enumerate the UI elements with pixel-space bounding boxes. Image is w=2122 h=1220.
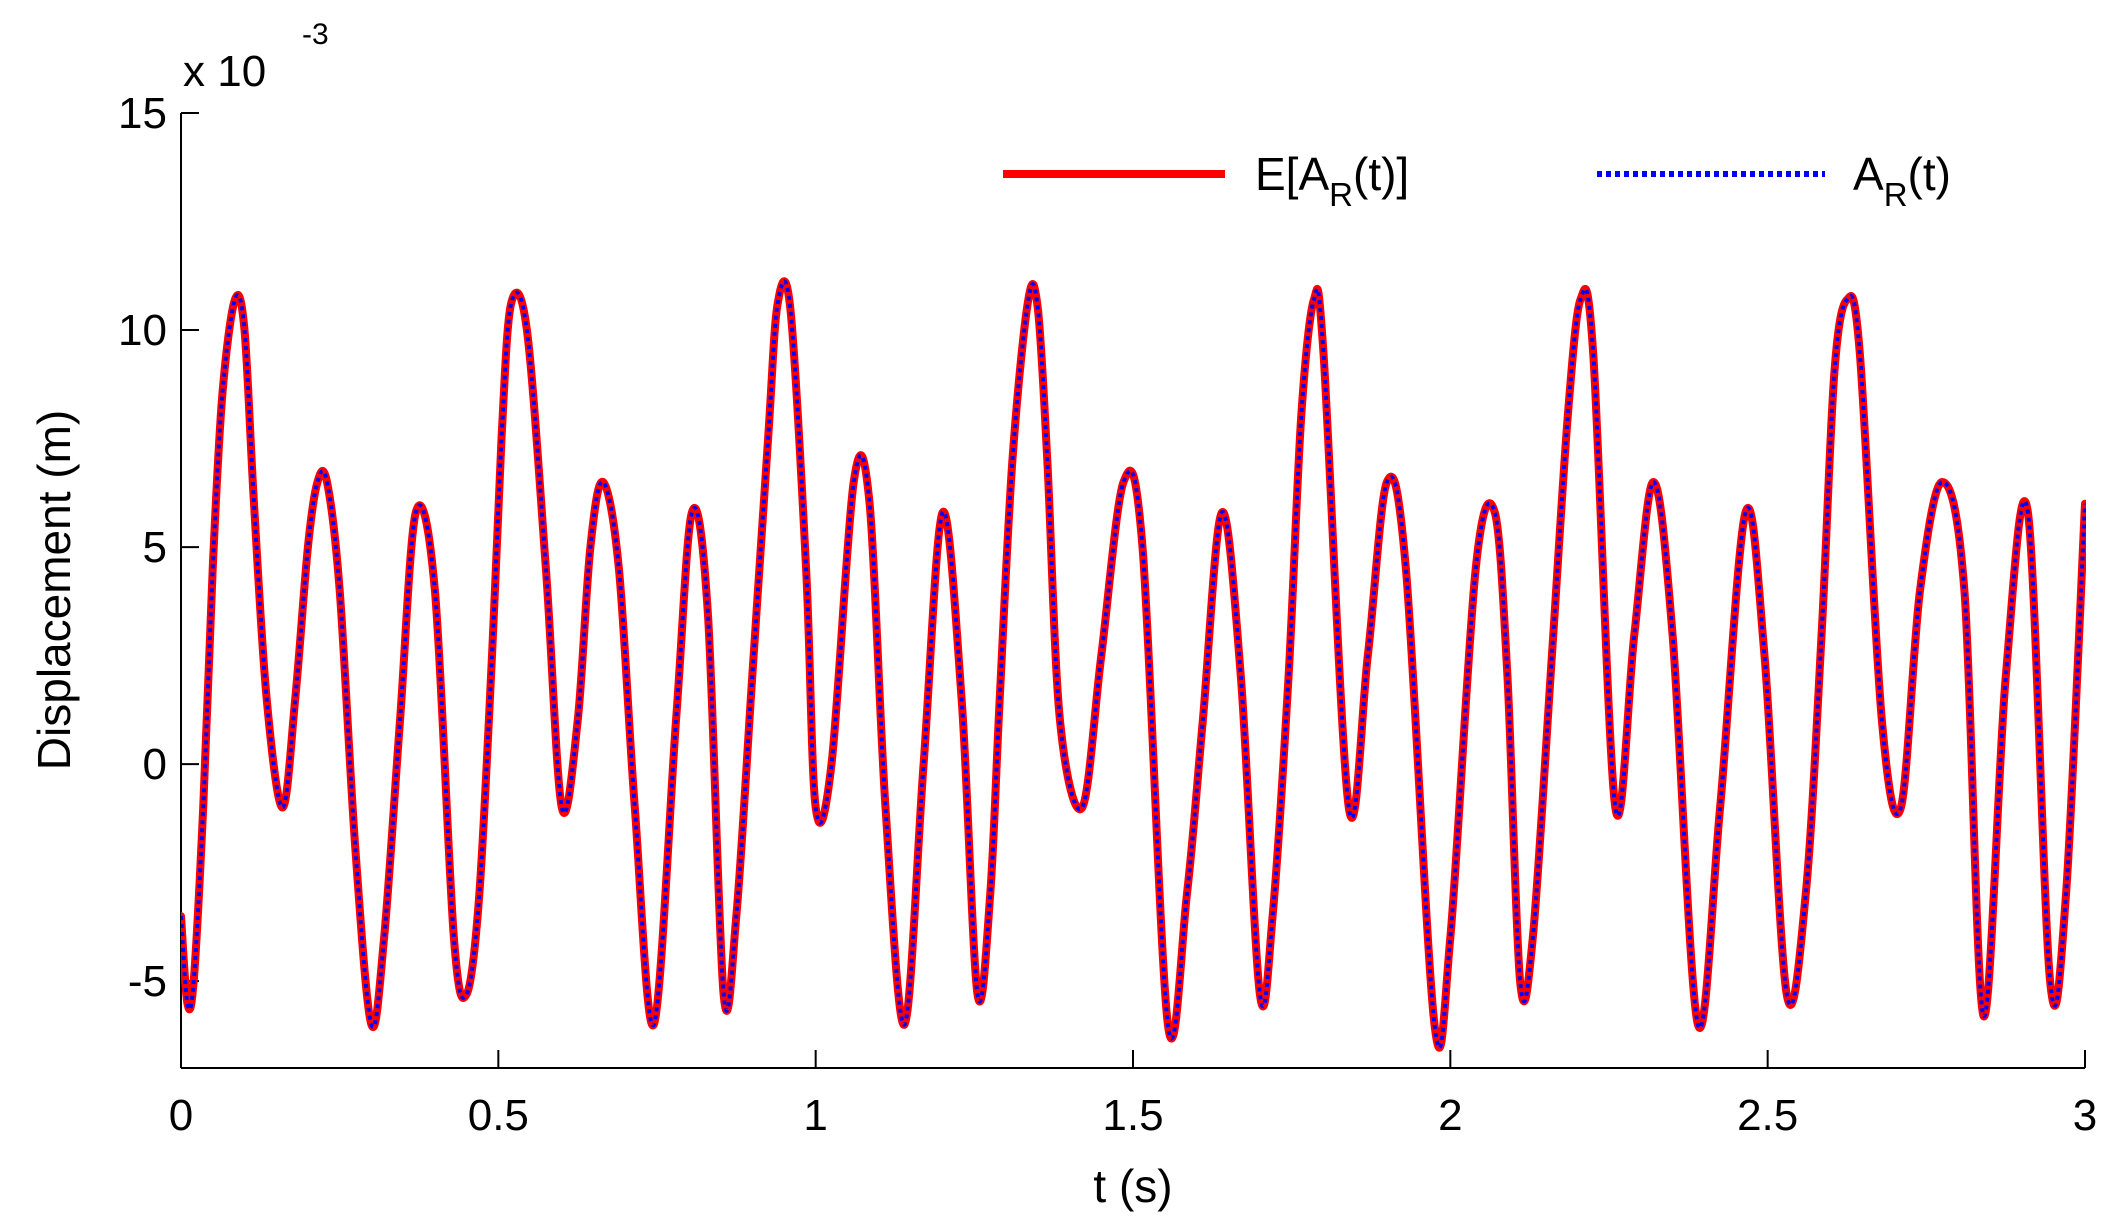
- y-tick-label: 10: [118, 306, 167, 355]
- legend-label-expected: E[AR(t)]: [1255, 148, 1409, 213]
- series-line-sample: [181, 279, 2086, 1050]
- series-line-expected: [181, 277, 2086, 1052]
- y-multiplier-base: x 10: [183, 47, 266, 96]
- x-tick-label: 2.5: [1737, 1091, 1798, 1140]
- x-tick-label: 0: [169, 1091, 193, 1140]
- y-axis-label: Displacement (m): [28, 410, 80, 770]
- x-tick-label: 0.5: [468, 1091, 529, 1140]
- y-tick-label: 0: [143, 740, 167, 789]
- y-multiplier: x 10: [183, 47, 266, 96]
- y-tick-label: -5: [128, 957, 167, 1006]
- legend-label-sample: AR(t): [1853, 148, 1951, 213]
- x-ticks: 0 0.5 1 1.5 2 2.5 3: [169, 1050, 2097, 1140]
- x-tick-label: 1: [803, 1091, 827, 1140]
- y-tick-label: 5: [143, 523, 167, 572]
- x-tick-label: 3: [2073, 1091, 2097, 1140]
- x-tick-label: 2: [1438, 1091, 1462, 1140]
- legend: E[AR(t)] AR(t): [1003, 148, 1951, 213]
- y-multiplier-exponent: -3: [302, 18, 329, 51]
- y-ticks: -5 0 5 10 15: [118, 89, 199, 1006]
- x-axis-label: t (s): [1093, 1160, 1172, 1212]
- x-tick-label: 1.5: [1102, 1091, 1163, 1140]
- y-tick-label: 15: [118, 89, 167, 138]
